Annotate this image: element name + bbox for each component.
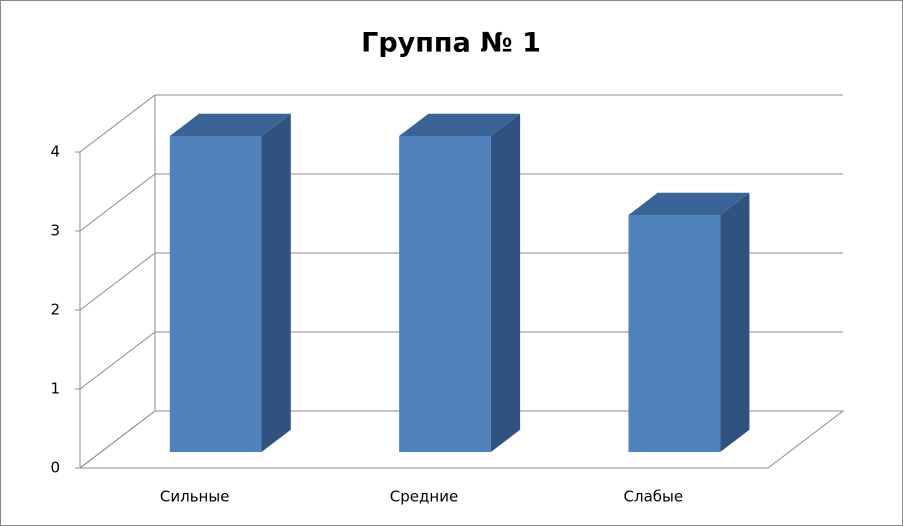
y-tick-label: 4 [50,143,60,161]
y-tick-label: 1 [50,380,60,398]
bar-side [261,113,291,453]
bar [399,136,491,453]
y-tick-label: 2 [50,301,60,319]
x-tick-label: Средние [390,488,458,506]
bar-top [399,113,521,137]
x-tick-label: Слабые [624,488,684,506]
x-tick-label: Сильные [160,488,230,506]
y-tick-label: 3 [50,222,60,240]
bar [628,215,721,453]
bar-top [628,192,750,216]
bar-side [720,192,750,453]
y-tick-label: 0 [50,459,60,477]
chart-title: Группа № 1 [361,28,541,59]
bar-side [490,113,521,453]
bar-top [169,113,291,137]
bar [169,136,262,453]
